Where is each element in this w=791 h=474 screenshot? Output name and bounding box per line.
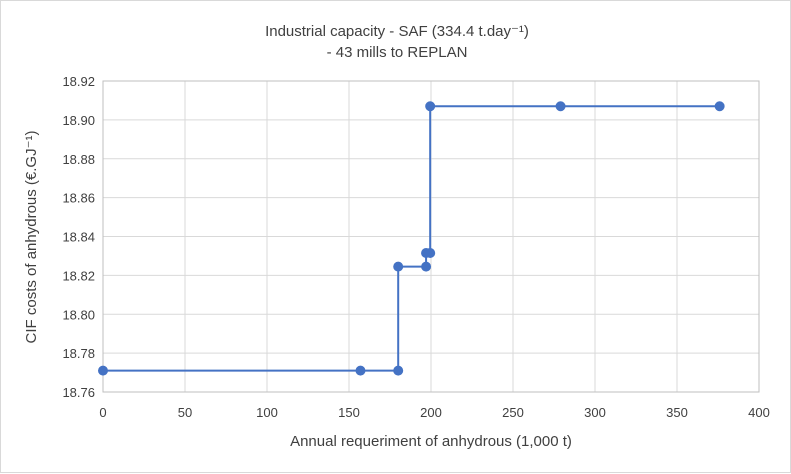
y-tick-label: 18.88 <box>62 152 95 167</box>
data-point-marker <box>355 365 366 376</box>
data-point-marker <box>425 101 436 112</box>
x-tick-label: 150 <box>338 405 360 420</box>
tick-labels: 0 50 100 150 200 250 300 350 400 18.76 18.78 18.80 1… <box>62 74 769 420</box>
x-tick-label: 100 <box>256 405 278 420</box>
series-line <box>103 105 720 372</box>
series-layer <box>98 101 725 376</box>
x-tick-label: 300 <box>584 405 606 420</box>
x-tick-label: 0 <box>99 405 106 420</box>
y-tick-label: 18.92 <box>62 74 95 89</box>
y-tick-label: 18.80 <box>62 307 95 322</box>
y-tick-label: 18.78 <box>62 346 95 361</box>
y-axis-title: CIF costs of anhydrous (€.GJ⁻¹) <box>23 131 40 344</box>
data-point-marker <box>421 261 432 272</box>
data-point-marker <box>555 101 566 112</box>
y-tick-label: 18.82 <box>62 268 95 283</box>
x-tick-label: 400 <box>748 405 770 420</box>
data-point-marker <box>393 261 404 272</box>
data-point-marker <box>425 248 436 259</box>
y-tick-label: 18.86 <box>62 191 95 206</box>
x-axis-title: Annual requeriment of anhydrous (1,000 t… <box>290 433 572 450</box>
chart-title-line-1: Industrial capacity - SAF (334.4 t.day⁻¹… <box>265 23 529 40</box>
x-tick-label: 200 <box>420 405 442 420</box>
y-tick-label: 18.76 <box>62 385 95 400</box>
chart-title-line-2: - 43 mills to REPLAN <box>327 44 468 61</box>
y-tick-label: 18.84 <box>62 230 95 245</box>
y-tick-label: 18.90 <box>62 113 95 128</box>
x-tick-label: 250 <box>502 405 524 420</box>
data-point-marker <box>393 365 404 376</box>
x-tick-label: 350 <box>666 405 688 420</box>
data-point-marker <box>98 365 108 376</box>
plot-area-border <box>102 80 760 393</box>
x-tick-label: 50 <box>178 405 192 420</box>
data-point-marker <box>714 101 725 112</box>
